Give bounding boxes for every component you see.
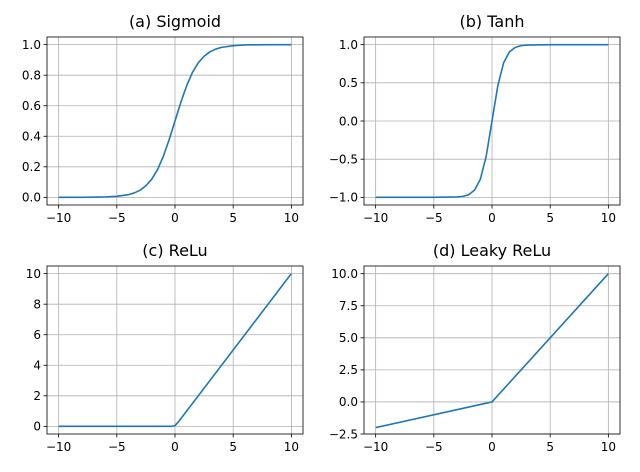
tanh-x-tick-label: 5 [546, 211, 554, 225]
leaky-relu-x-tick-label: −5 [425, 440, 443, 454]
sigmoid-y-tick-label: 0.6 [22, 99, 41, 113]
tanh-y-tick-label: 1.0 [339, 38, 358, 52]
sigmoid-curve [58, 43, 292, 199]
sigmoid-title: (a) Sigmoid [129, 12, 221, 31]
leaky-relu-title: (d) Leaky ReLu [433, 241, 551, 260]
relu-y-tick-label: 2 [33, 389, 41, 403]
leaky-relu-y-tick-label: 0.0 [339, 395, 358, 409]
leaky-relu-y-tick-label: −2.5 [329, 427, 358, 441]
subplot-leaky-relu: −10 −5 0 5 10 −2.5 0.0 2.5 5.0 7.5 10.0 (d) Leaky R… [329, 241, 621, 454]
sigmoid-x-tick-label: 0 [171, 211, 179, 225]
relu-y-tick-label: 10 [26, 267, 41, 281]
subplot-relu: −10 −5 0 5 10 0 2 4 6 8 10 (c) ReLu [26, 241, 304, 454]
sigmoid-y-tick-label: 1.0 [22, 38, 41, 52]
relu-y-tick-label: 6 [33, 328, 41, 342]
subplot-sigmoid: −10 −5 0 5 10 0.0 0.2 0.4 0.6 0.8 1.0 (a) Sigmoid [22, 12, 304, 225]
sigmoid-x-tick-label: 10 [284, 211, 299, 225]
sigmoid-y-tick-label: 0.2 [22, 160, 41, 174]
sigmoid-x-tick-label: 5 [229, 211, 237, 225]
relu-y-tick-label: 4 [33, 359, 41, 373]
relu-y-tick-label: 8 [33, 297, 41, 311]
relu-title: (c) ReLu [142, 241, 207, 260]
relu-y-tick-label: 0 [33, 420, 41, 434]
tanh-x-tick-label: 10 [601, 211, 616, 225]
tanh-x-tick-label: 0 [488, 211, 496, 225]
sigmoid-x-tick-label: −5 [108, 211, 126, 225]
tanh-y-tick-label: 0.5 [339, 76, 358, 90]
leaky-relu-x-tick-label: −10 [363, 440, 388, 454]
relu-x-tick-label: 10 [284, 440, 299, 454]
leaky-relu-y-tick-label: 5.0 [339, 331, 358, 345]
leaky-relu-curve [375, 273, 609, 429]
subplot-tanh: −10 −5 0 5 10 −1.0 −0.5 0.0 0.5 1.0 (b) Tanh [329, 12, 621, 225]
tanh-y-tick-label: 0.0 [339, 114, 358, 128]
tanh-x-tick-label: −5 [425, 211, 443, 225]
leaky-relu-x-tick-label: 5 [546, 440, 554, 454]
tanh-y-tick-label: −0.5 [329, 152, 358, 166]
tanh-x-tick-label: −10 [363, 211, 388, 225]
sigmoid-y-tick-label: 0.0 [22, 191, 41, 205]
leaky-relu-y-tick-label: 10.0 [331, 267, 358, 281]
sigmoid-y-tick-label: 0.8 [22, 68, 41, 82]
relu-x-tick-label: −10 [46, 440, 71, 454]
leaky-relu-y-tick-label: 2.5 [339, 363, 358, 377]
sigmoid-x-tick-label: −10 [46, 211, 71, 225]
relu-curve [58, 273, 292, 428]
tanh-curve [375, 43, 609, 199]
relu-x-tick-label: −5 [108, 440, 126, 454]
relu-x-tick-label: 0 [171, 440, 179, 454]
tanh-title: (b) Tanh [460, 12, 525, 31]
relu-x-tick-label: 5 [229, 440, 237, 454]
tanh-y-tick-label: −1.0 [329, 191, 358, 205]
sigmoid-y-tick-label: 0.4 [22, 130, 41, 144]
leaky-relu-x-tick-label: 0 [488, 440, 496, 454]
leaky-relu-x-tick-label: 10 [601, 440, 616, 454]
leaky-relu-y-tick-label: 7.5 [339, 299, 358, 313]
